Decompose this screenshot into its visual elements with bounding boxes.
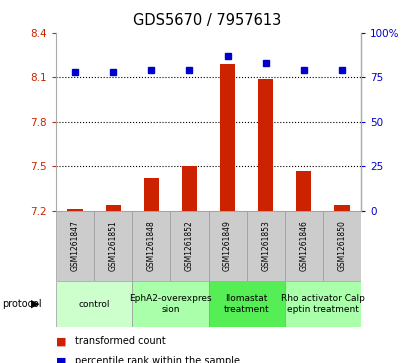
Bar [285,211,323,281]
Bar [182,166,197,211]
Bar [132,211,171,281]
Text: ■: ■ [56,336,66,346]
Text: EphA2-overexpres
sion: EphA2-overexpres sion [129,294,212,314]
Text: Ilomastat
treatment: Ilomastat treatment [224,294,269,314]
Bar [285,281,361,327]
Bar [220,64,235,211]
Text: GSM1261846: GSM1261846 [299,220,308,272]
Bar [323,211,361,281]
Text: percentile rank within the sample: percentile rank within the sample [75,356,240,363]
Text: protocol: protocol [2,299,42,309]
Bar [209,281,285,327]
Text: ▶: ▶ [31,299,39,309]
Text: control: control [78,299,110,309]
Bar [105,205,121,211]
Text: transformed count: transformed count [75,336,166,346]
Bar [171,211,209,281]
Text: GSM1261847: GSM1261847 [71,220,80,272]
Bar [258,79,273,211]
Text: GSM1261848: GSM1261848 [147,221,156,271]
Bar [144,178,159,211]
Bar [56,281,132,327]
Text: Rho activator Calp
eptin treatment: Rho activator Calp eptin treatment [281,294,365,314]
Text: GSM1261849: GSM1261849 [223,220,232,272]
Bar [247,211,285,281]
Text: GSM1261850: GSM1261850 [337,220,347,272]
Bar [334,205,349,211]
Text: GSM1261853: GSM1261853 [261,220,270,272]
Bar [132,281,209,327]
Bar [56,211,94,281]
Bar [68,209,83,211]
Bar [94,211,132,281]
Text: GSM1261851: GSM1261851 [109,221,118,271]
Bar [209,211,247,281]
Text: GSM1261852: GSM1261852 [185,221,194,271]
Text: ■: ■ [56,356,66,363]
Bar [296,171,312,211]
Text: GDS5670 / 7957613: GDS5670 / 7957613 [133,13,282,28]
